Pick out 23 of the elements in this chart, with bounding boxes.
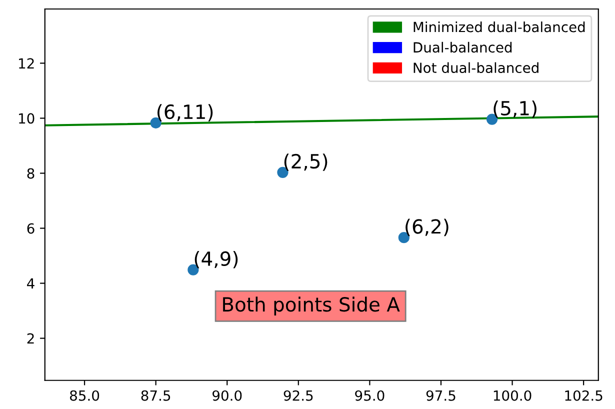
legend-label: Minimized dual-balanced	[414, 22, 585, 32]
annotation: Both points Side A	[223, 296, 400, 316]
annotation: (4,9)	[194, 250, 238, 268]
x-tick-label: 102.5	[565, 390, 602, 401]
y-tick-label: 2	[27, 333, 34, 344]
y-tick-label: 6	[27, 223, 34, 234]
legend-label: Dual-balanced	[414, 42, 512, 53]
y-tick-label: 12	[19, 58, 34, 68]
legend-label: Not dual-balanced	[414, 62, 538, 74]
x-tick-label: 92.5	[284, 390, 313, 401]
annotation: (5,1)	[494, 100, 536, 118]
annotation: (6,11)	[157, 104, 213, 122]
annotation: (2,5)	[284, 154, 328, 171]
y-tick-label: 4	[27, 278, 34, 289]
y-tick-label: 8	[27, 168, 34, 179]
y-tick-label: 10	[19, 113, 34, 124]
x-tick-label: 85.0	[70, 390, 100, 401]
x-tick-label: 95.0	[355, 390, 384, 401]
x-tick-label: 90.0	[212, 390, 242, 401]
x-tick-label: 87.5	[141, 390, 170, 401]
annotation: (6,2)	[406, 218, 448, 236]
x-tick-label: 100.0	[494, 390, 532, 401]
x-tick-label: 97.5	[426, 390, 456, 401]
